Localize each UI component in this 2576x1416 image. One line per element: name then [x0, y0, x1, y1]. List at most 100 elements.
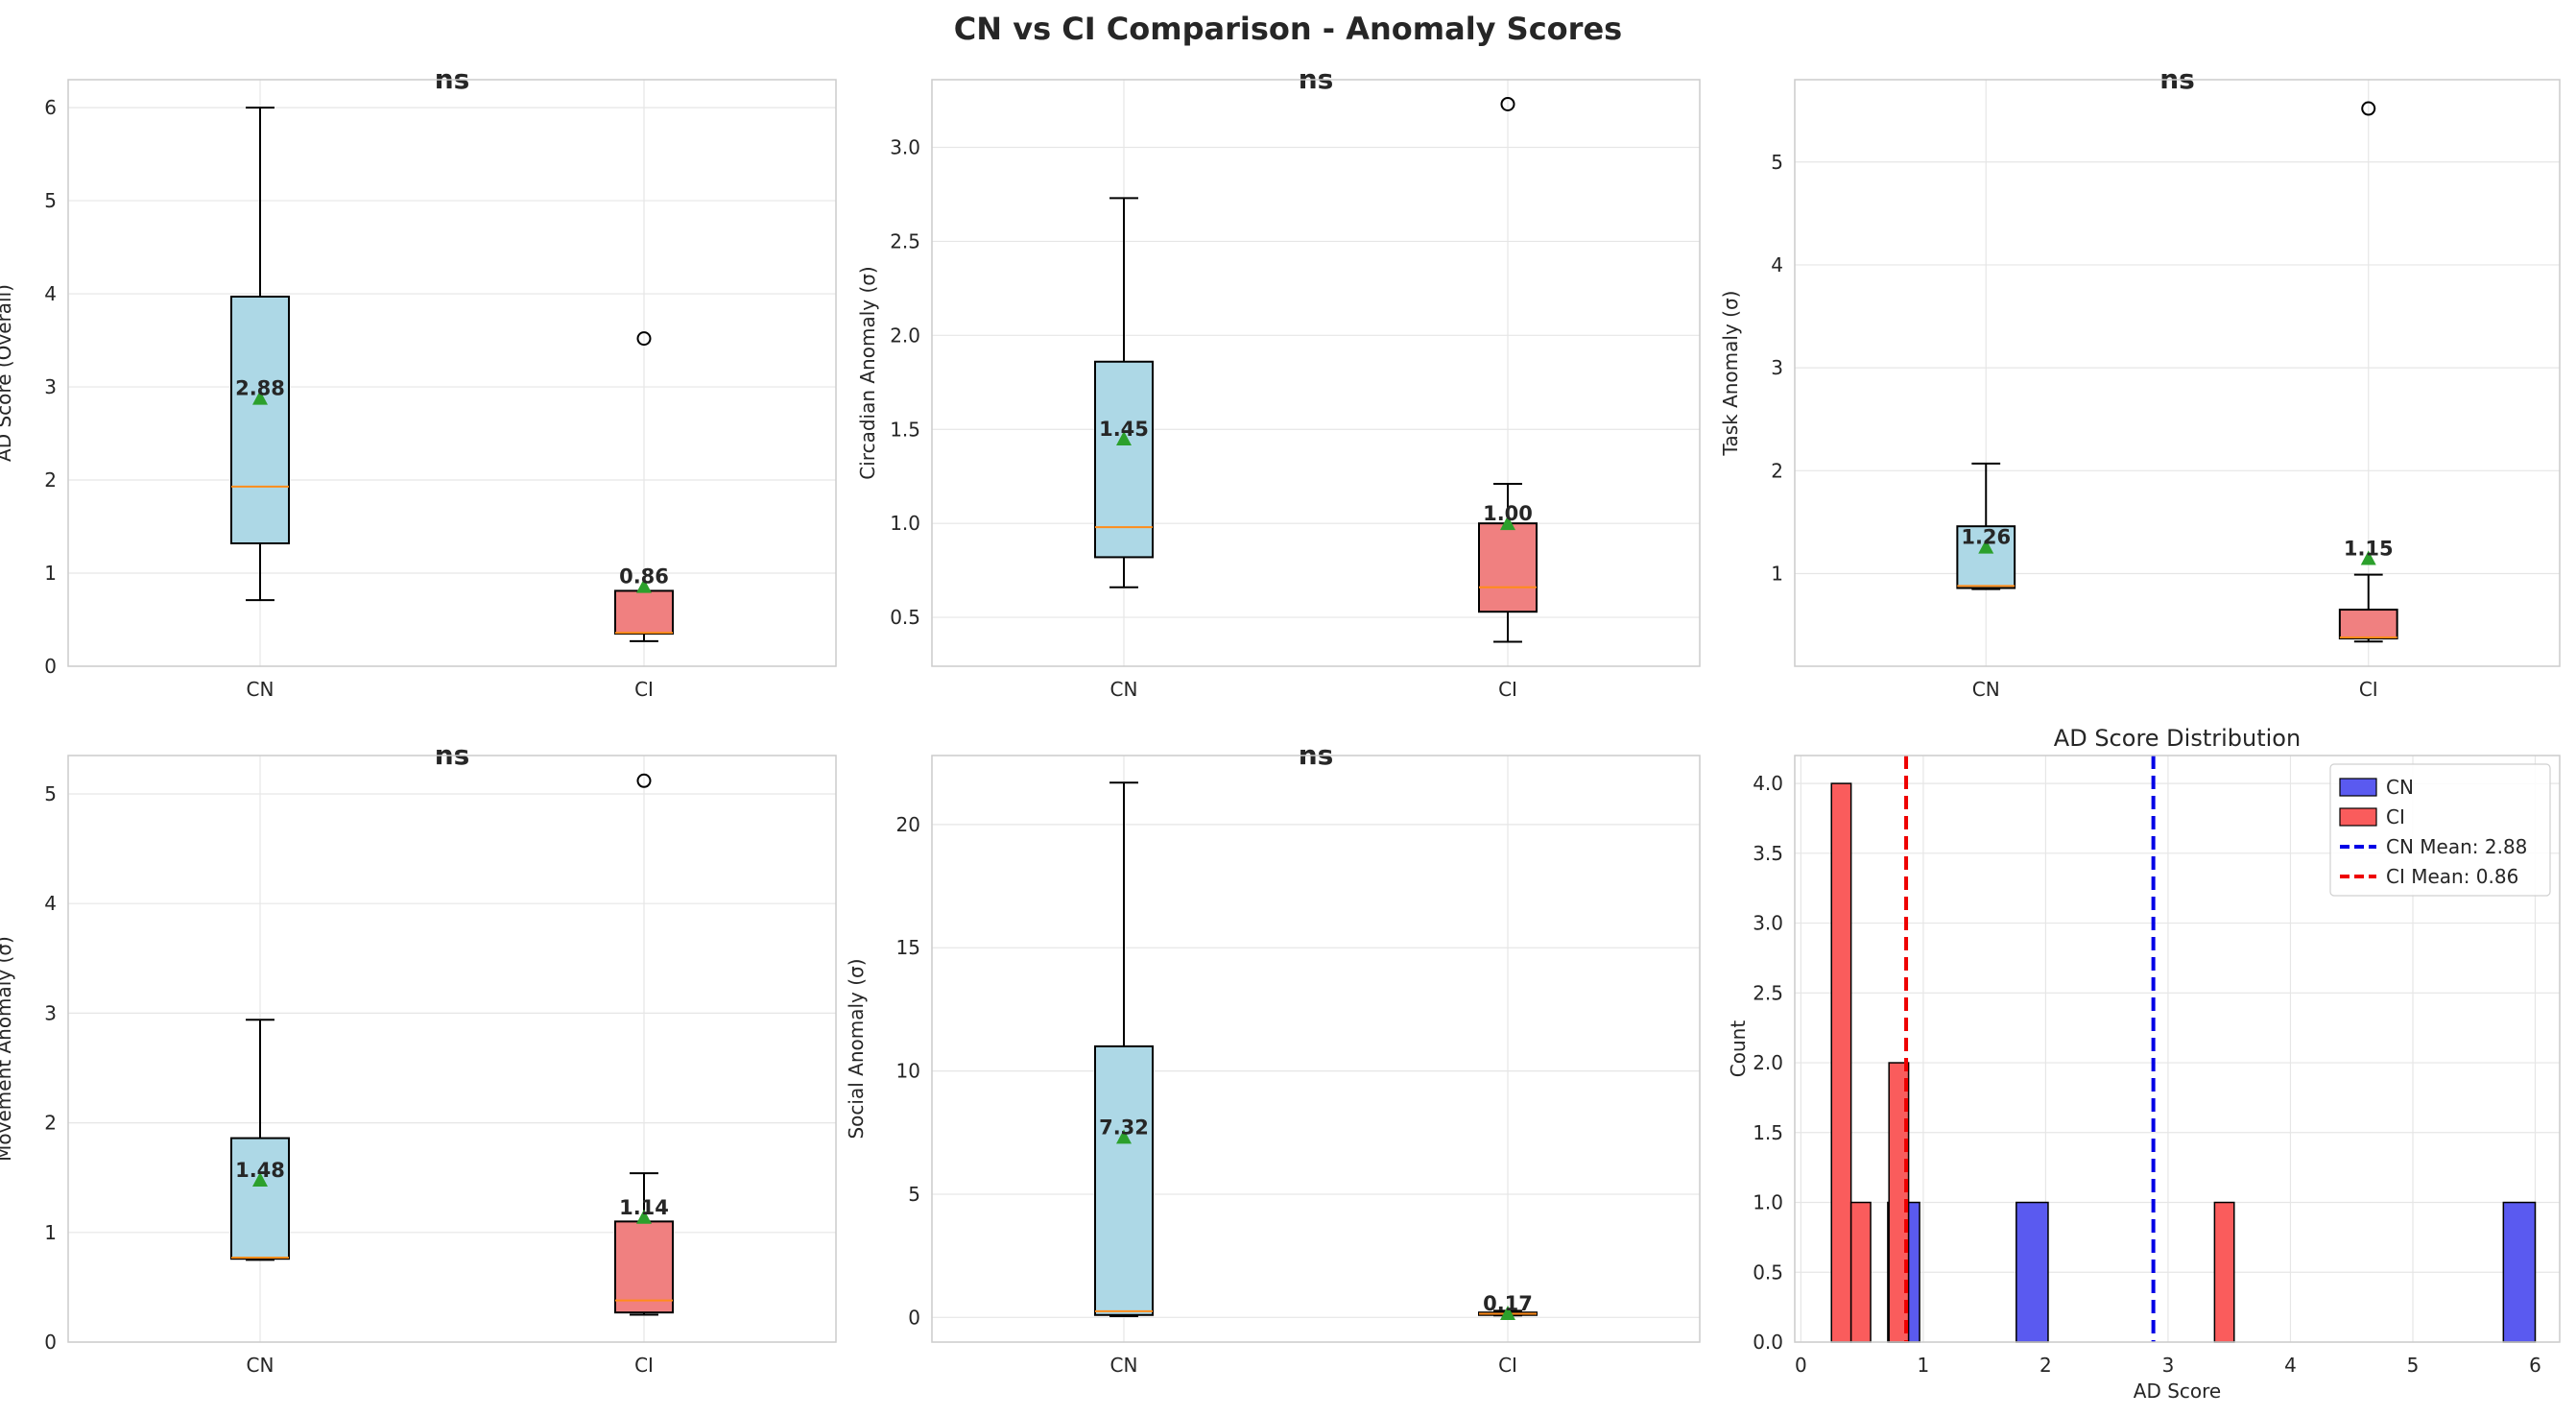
box-iqr [614, 1220, 674, 1314]
x-axis-label: AD Score [2134, 1380, 2221, 1403]
x-tick-label: 5 [2407, 1354, 2420, 1377]
y-tick-label: 4 [44, 892, 57, 915]
legend-label: CN Mean: 2.88 [2386, 835, 2527, 858]
y-axis-label: Task Anomaly (σ) [1719, 291, 1742, 457]
mean-marker [1978, 539, 1994, 554]
box-iqr [230, 1137, 290, 1260]
hist-bar-CN [2015, 1201, 2049, 1343]
axes-frame [67, 79, 837, 667]
axes-frame [1794, 79, 2561, 667]
figure-title: CN vs CI Comparison - Anomaly Scores [954, 11, 1622, 47]
box-iqr [1094, 1044, 1154, 1316]
x-tick-label: 4 [2284, 1354, 2297, 1377]
y-tick-label: 3 [44, 1001, 57, 1024]
mean-label: 0.17 [1483, 1292, 1533, 1315]
mean-marker [1116, 1129, 1132, 1144]
y-tick-label: 0 [44, 1331, 57, 1354]
mean-label: 1.15 [2344, 537, 2394, 560]
y-tick-label: 0.5 [890, 606, 920, 629]
axes-frame [1794, 755, 2561, 1343]
y-tick-label: 2.5 [890, 229, 920, 252]
x-tick-label: CI [634, 1354, 654, 1377]
subplot-6: 0.0 0.5 1.0 1.5 2.0 2.5 3.0 3.5 4.0 0 1 2 3 4 5 6 Count A… [1727, 725, 2561, 1403]
outlier-point [2361, 101, 2376, 116]
mean-marker [1500, 516, 1515, 531]
box-iqr [230, 295, 290, 544]
box-CI: 0.86 [614, 331, 674, 642]
y-tick-label: 2 [1771, 459, 1783, 482]
y-tick-label: 10 [896, 1060, 920, 1083]
x-tick-label: 0 [1795, 1354, 1807, 1377]
y-tick-label: 20 [896, 813, 920, 836]
x-tick-label: 2 [2039, 1354, 2052, 1377]
box-CN: 1.48 [230, 1019, 290, 1261]
mean-label: 1.26 [1961, 526, 2011, 549]
x-tick-label: CI [1498, 678, 1517, 701]
y-tick-label: 2.5 [1753, 981, 1783, 1004]
subplot-2: 0.5 1.0 1.5 2.0 2.5 3.0 CN CI Circadian Anomaly … [856, 63, 1701, 701]
hist-bar-CN [2502, 1201, 2537, 1343]
mean-marker [252, 390, 268, 405]
y-tick-label: 15 [896, 936, 920, 959]
box-CI: 0.17 [1478, 1292, 1538, 1320]
box-iqr [1478, 522, 1538, 613]
x-tick-label: CN [1110, 1354, 1138, 1377]
y-tick-label: 4 [44, 282, 57, 305]
box-CN: 1.45 [1094, 197, 1154, 588]
y-tick-label: 4 [1771, 253, 1783, 276]
legend-swatch-CN [2339, 778, 2377, 797]
y-tick-label: 1 [1771, 563, 1783, 586]
x-tick-label: CI [1498, 1354, 1517, 1377]
y-axis-label: Social Anomaly (σ) [845, 958, 868, 1139]
y-tick-label: 3.5 [1753, 842, 1783, 865]
y-tick-label: 5 [44, 189, 57, 212]
y-tick-label: 5 [908, 1183, 920, 1206]
box-CI: 1.15 [2338, 101, 2398, 643]
y-tick-label: 1.5 [1753, 1121, 1783, 1144]
x-tick-label: 3 [2162, 1354, 2175, 1377]
y-axis-label: Circadian Anomaly (σ) [856, 266, 879, 479]
mean-label: 0.86 [619, 565, 669, 588]
box-CI: 1.00 [1478, 96, 1538, 643]
x-tick-label: CI [2359, 678, 2378, 701]
y-tick-label: 0 [44, 655, 57, 678]
mean-label: 7.32 [1099, 1116, 1149, 1139]
y-tick-label: 3 [44, 375, 57, 398]
subplot-title: AD Score Distribution [2054, 725, 2301, 752]
mean-label: 1.14 [619, 1196, 669, 1219]
y-tick-label: 3.0 [890, 136, 920, 159]
y-tick-label: 3.0 [1753, 912, 1783, 935]
legend-label: CI Mean: 0.86 [2386, 865, 2518, 888]
outlier-point [1500, 96, 1515, 111]
y-tick-label: 4.0 [1753, 772, 1783, 795]
mean-label: 1.00 [1483, 502, 1533, 525]
axes-frame [67, 755, 837, 1343]
mean-marker [636, 1209, 652, 1224]
y-tick-label: 2 [44, 468, 57, 492]
box-CI: 1.14 [614, 773, 674, 1316]
mean-marker [1116, 431, 1132, 446]
y-tick-label: 1.5 [890, 418, 920, 441]
x-tick-label: 6 [2529, 1354, 2541, 1377]
axes-frame [931, 755, 1701, 1343]
x-tick-label: CN [1972, 678, 2000, 701]
y-axis-label: AD Score (Overall) [0, 284, 15, 462]
hist-bar-CI [1830, 782, 1852, 1343]
y-tick-label: 2 [44, 1112, 57, 1135]
y-tick-label: 3 [1771, 356, 1783, 379]
mean-marker [636, 578, 652, 593]
box-iqr [2338, 609, 2398, 640]
y-tick-label: 1.0 [1753, 1191, 1783, 1214]
x-tick-label: 1 [1918, 1354, 1930, 1377]
box-CN: 1.26 [1956, 462, 2016, 590]
y-tick-label: 1.0 [890, 512, 920, 535]
legend-swatch-CI [2339, 807, 2377, 827]
y-tick-label: 0 [908, 1306, 920, 1329]
outlier-point [636, 331, 652, 347]
y-tick-label: 0.0 [1753, 1331, 1783, 1354]
box-iqr [1956, 525, 2016, 589]
